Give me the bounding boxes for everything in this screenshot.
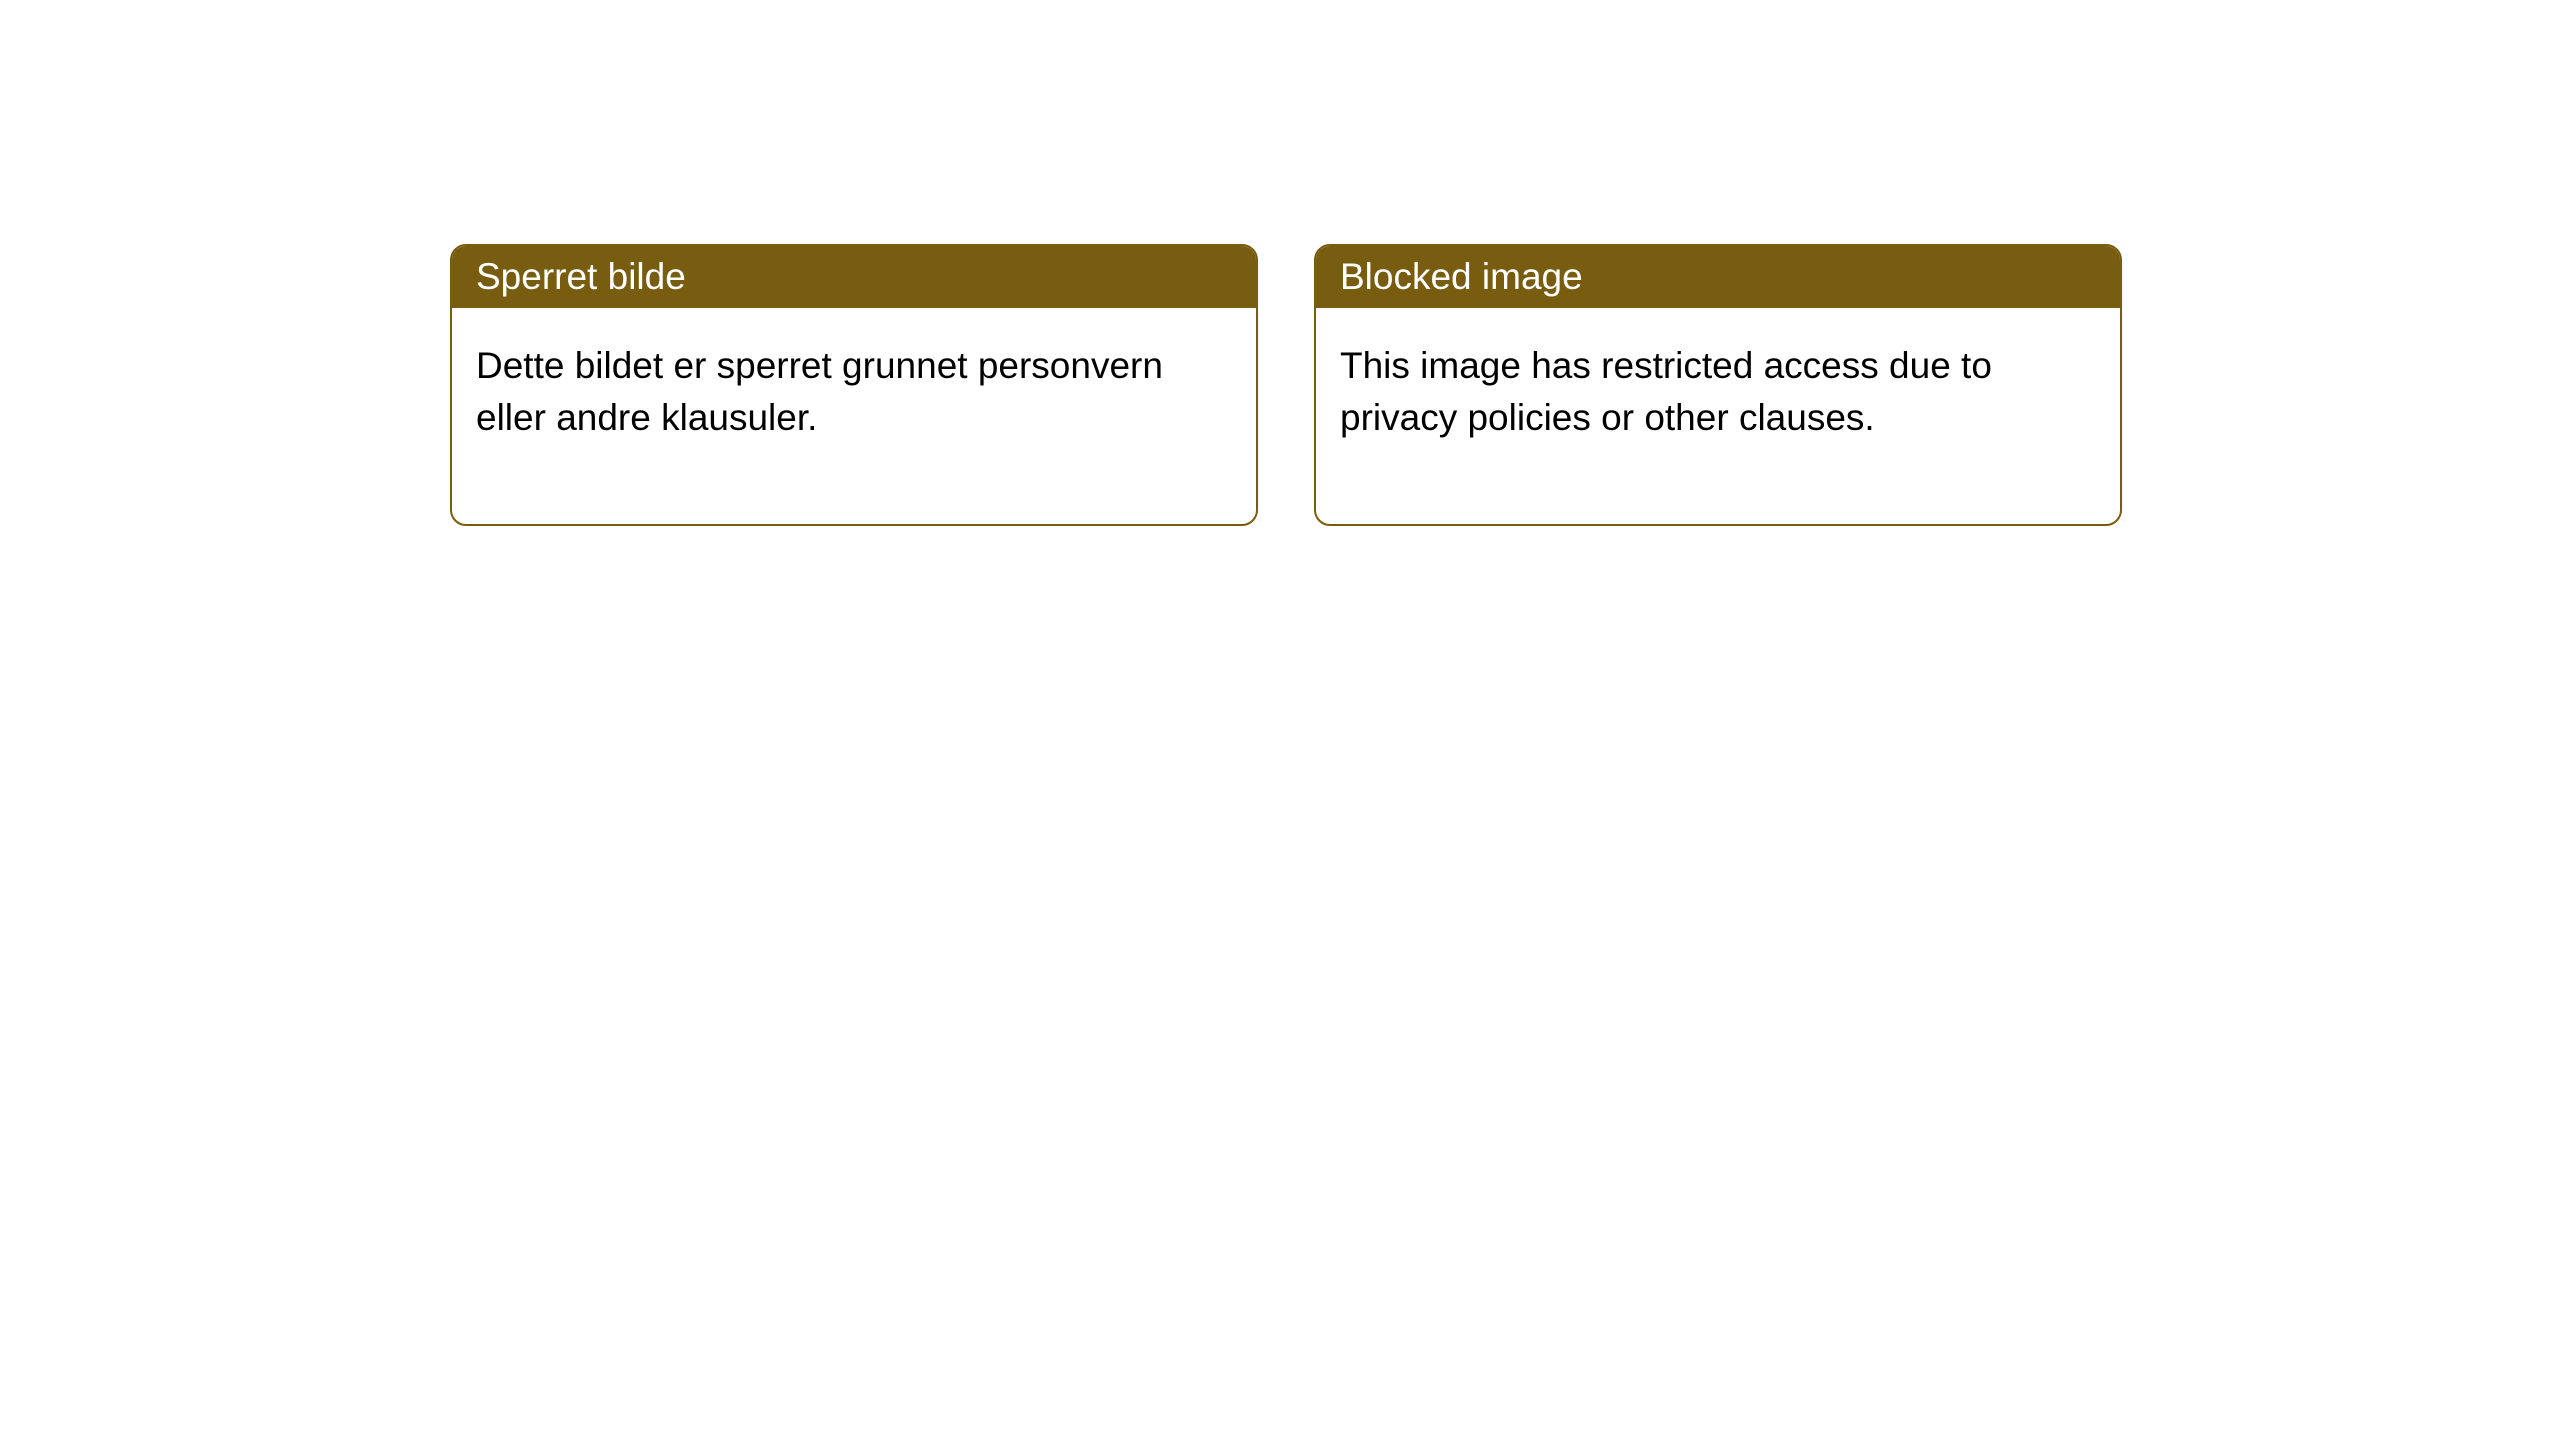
card-header: Blocked image	[1316, 246, 2120, 308]
notice-cards-container: Sperret bilde Dette bildet er sperret gr…	[450, 244, 2122, 526]
notice-card-english: Blocked image This image has restricted …	[1314, 244, 2122, 526]
notice-card-norwegian: Sperret bilde Dette bildet er sperret gr…	[450, 244, 1258, 526]
card-title: Blocked image	[1340, 256, 1583, 297]
card-header: Sperret bilde	[452, 246, 1256, 308]
card-title: Sperret bilde	[476, 256, 686, 297]
card-body: This image has restricted access due to …	[1316, 308, 2120, 524]
card-body: Dette bildet er sperret grunnet personve…	[452, 308, 1256, 524]
card-message: Dette bildet er sperret grunnet personve…	[476, 345, 1163, 438]
card-message: This image has restricted access due to …	[1340, 345, 1992, 438]
